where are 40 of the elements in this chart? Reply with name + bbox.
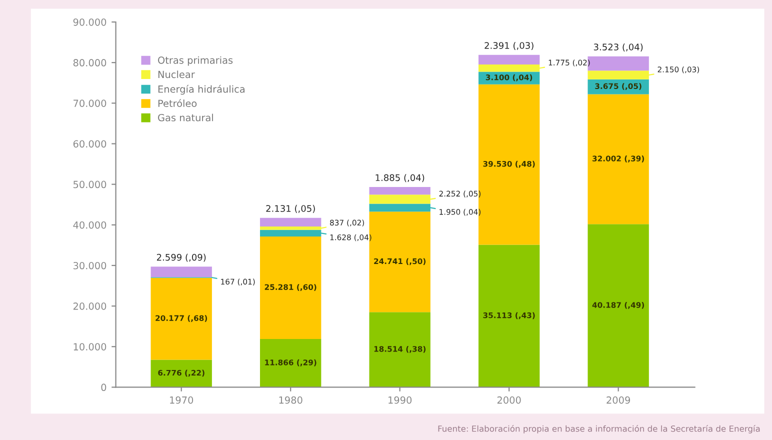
- bar: [150, 278, 212, 360]
- source-note: Fuente: Elaboración propia en base a información de la Secretaría de Energía: [438, 425, 760, 434]
- bar: [588, 94, 649, 224]
- data-label: 2.131 (,05): [266, 204, 315, 213]
- bar: [369, 186, 430, 195]
- bar: [260, 236, 322, 340]
- y-tick-label: 30.000: [73, 262, 106, 270]
- legend-label: Petróleo: [158, 99, 197, 108]
- bar: [260, 339, 322, 388]
- legend-label: Nuclear: [158, 70, 195, 78]
- bar: [588, 79, 649, 94]
- bar: [150, 266, 212, 278]
- y-tick-label: 20.000: [73, 302, 106, 310]
- y-tick-label: 90.000: [73, 18, 106, 26]
- legend-label: Otras primarias: [158, 56, 233, 66]
- data-label: 2.391 (,03): [484, 42, 534, 50]
- y-tick-label: 40.000: [73, 221, 106, 229]
- legend-label: Gas natural: [158, 114, 213, 122]
- data-label: 2.599 (,09): [156, 254, 206, 262]
- legend-label: Energía hidráulica: [158, 84, 244, 95]
- x-tick-label: 2000: [497, 396, 521, 404]
- x-tick-label: 1990: [388, 396, 412, 404]
- y-tick-label: 80.000: [73, 59, 106, 66]
- x-tick-label: 1980: [279, 396, 302, 404]
- bar: [369, 312, 430, 388]
- y-tick-label: 10.000: [74, 343, 106, 350]
- data-label: 3.523 (,04): [594, 43, 643, 52]
- bar: [150, 360, 212, 388]
- x-tick-label: 2009: [606, 396, 630, 404]
- bar: [260, 218, 322, 226]
- data-label: 1.885 (,04): [376, 174, 424, 182]
- y-tick-label: 60.000: [73, 140, 106, 148]
- bar: [588, 224, 649, 388]
- bar: [478, 54, 540, 65]
- bar: [478, 244, 540, 388]
- y-tick-label: 0: [101, 384, 106, 392]
- x-tick-label: 1970: [170, 396, 194, 404]
- bar: [478, 72, 540, 84]
- y-tick-label: 50.000: [74, 180, 106, 188]
- y-tick-label: 70.000: [74, 100, 106, 107]
